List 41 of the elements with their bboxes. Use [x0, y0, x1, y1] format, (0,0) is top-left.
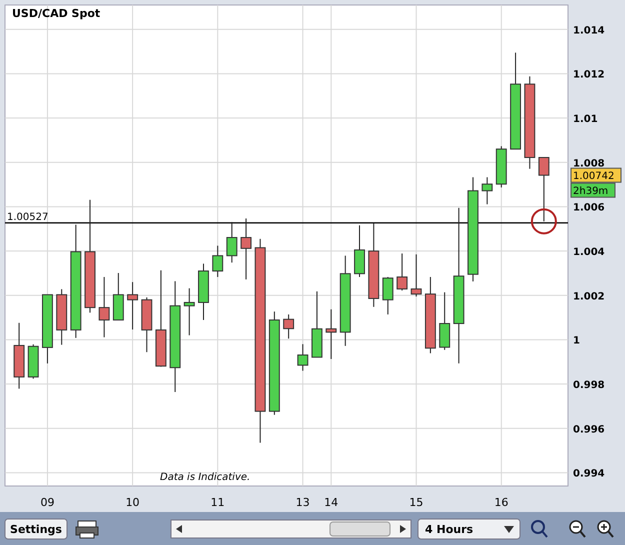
candlestick: [297, 344, 308, 372]
text: 4 Hours: [425, 523, 474, 536]
x-tick-label: 13: [296, 496, 310, 509]
y-tick-label: 1.014: [573, 25, 605, 36]
candlestick: [98, 276, 110, 338]
x-tick-label: 16: [494, 496, 508, 509]
x-tick-label: 10: [126, 496, 140, 509]
y-tick-label: 0.994: [573, 468, 605, 480]
candlestick: [354, 224, 365, 278]
candlestick: [538, 157, 550, 222]
text: 2h39m: [573, 186, 608, 198]
annotation: Data is Indicative.: [160, 472, 250, 483]
candlestick: [127, 282, 138, 330]
candlestick: [382, 276, 394, 315]
candlestick: [240, 218, 252, 280]
y-tick-label: 1: [573, 336, 580, 347]
y-tick-label: 0.996: [573, 424, 605, 436]
candlestick: [184, 288, 195, 336]
candlestick: [212, 245, 224, 278]
x-tick-label: 11: [210, 496, 225, 509]
y-tick-label: 1.008: [573, 158, 605, 170]
y-tick-label: 1.01: [573, 114, 598, 126]
candlestick: [226, 222, 238, 264]
y-tick-label: 1.012: [573, 70, 605, 81]
ref-line-label: 1.00527: [7, 212, 48, 223]
candlestick: [326, 308, 337, 360]
candlestick: [482, 176, 493, 205]
y-tick-label: 1.002: [573, 291, 605, 302]
candlestick: [396, 252, 408, 291]
candlestick: [410, 254, 422, 297]
candlestick: [439, 292, 450, 350]
x-tick-label: 14: [324, 496, 338, 509]
candlestick: [283, 314, 294, 340]
x-tick-label: 09: [40, 496, 54, 509]
text: Settings: [10, 523, 62, 536]
x-tick-label: 15: [409, 496, 424, 509]
text: 1.00742: [573, 171, 614, 182]
chart-title: USD/CAD Spot: [12, 7, 100, 20]
y-tick-label: 1.006: [573, 202, 605, 214]
y-tick-label: 0.998: [573, 380, 605, 392]
y-tick-label: 1.004: [573, 247, 605, 258]
